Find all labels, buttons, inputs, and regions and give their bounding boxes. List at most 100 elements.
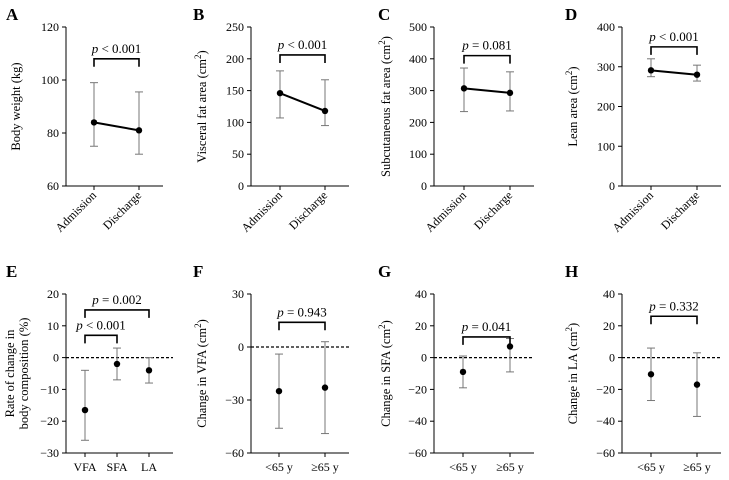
y-tick-label: 100 <box>226 115 244 129</box>
p-value-text: < 0.001 <box>284 37 327 52</box>
x-tick-label: Discharge <box>100 188 144 232</box>
x-tick-label: ≥65 y <box>311 460 339 474</box>
y-tick-label: −30 <box>40 446 59 460</box>
y-tick-label: 40 <box>603 287 615 301</box>
significance-bracket <box>279 54 326 63</box>
y-tick-label: −20 <box>408 382 427 396</box>
p-value-label: p = 0.002 <box>91 292 142 307</box>
y-tick-label: −60 <box>225 446 244 460</box>
y-tick-label: −20 <box>40 414 59 428</box>
x-tick-label: Admission <box>609 188 656 235</box>
p-value-label: p = 0.081 <box>461 38 512 53</box>
x-tick-label: Discharge <box>658 188 702 232</box>
x-tick-label: SFA <box>106 460 127 474</box>
p-value-text: = 0.041 <box>468 319 511 334</box>
p-value-label: p < 0.001 <box>75 317 126 332</box>
y-tick-label: 0 <box>238 340 244 354</box>
y-axis-label-close: ) <box>195 319 209 323</box>
y-tick-label: 100 <box>41 73 59 87</box>
x-tick-label: <65 y <box>265 460 293 474</box>
p-symbol: p <box>277 37 285 52</box>
panel-c: C 0 100 200 300 400 500 Admission Discharge Subcu… <box>377 5 534 235</box>
significance-bracket <box>93 58 140 67</box>
y-tick-label: 200 <box>597 100 615 114</box>
p-value-label: p = 0.332 <box>648 298 699 313</box>
panel-letter: D <box>565 5 577 24</box>
y-tick-label: −30 <box>225 393 244 407</box>
y-tick-label: 150 <box>226 84 244 98</box>
y-tick-label: 0 <box>421 351 427 365</box>
y-tick-label: −40 <box>596 414 615 428</box>
data-point <box>145 367 153 374</box>
data-point <box>459 368 467 376</box>
data-point <box>506 343 514 350</box>
data-point <box>693 381 701 388</box>
y-axis-label-text: Change in SFA (cm <box>379 329 393 427</box>
p-value-text: < 0.001 <box>656 29 699 44</box>
y-tick-label: 0 <box>609 351 615 365</box>
y-axis-label-close: ) <box>195 50 209 54</box>
y-axis-label-superscript: 2 <box>564 327 574 332</box>
panel-d: D 0 100 200 300 400 Admission Discharge Lean are… <box>564 5 721 235</box>
y-axis-label: Change in VFA (cm2) <box>193 319 209 428</box>
y-axis-label: Lean area (cm2) <box>564 66 580 146</box>
panel-letter: A <box>6 5 19 24</box>
y-axis-label-superscript: 2 <box>377 324 387 329</box>
y-tick-label: −40 <box>408 414 427 428</box>
y-axis-label-text: Change in VFA (cm <box>195 328 209 428</box>
y-tick-label: −60 <box>408 446 427 460</box>
y-axis-label-close: ) <box>379 320 393 324</box>
p-value-text: < 0.001 <box>83 317 126 332</box>
data-point <box>81 406 89 414</box>
y-tick-label: 30 <box>232 287 244 301</box>
panel-e: E −30 −20 −10 0 10 20 VFA SFA LA Rate of change in… <box>3 262 173 474</box>
p-value-label: p < 0.001 <box>91 41 142 56</box>
y-axis-label-superscript: 2 <box>193 54 203 59</box>
y-axis-label: Visceral fat area (cm2) <box>193 50 209 162</box>
y-axis-label: Rate of change in <box>3 329 17 418</box>
panel-letter: F <box>193 262 203 281</box>
p-symbol: p <box>276 304 284 319</box>
data-point <box>647 67 655 74</box>
y-tick-label: 300 <box>597 60 615 74</box>
y-tick-label: 40 <box>415 287 427 301</box>
y-axis-label: Body weight (kg) <box>9 62 23 150</box>
data-point <box>321 384 329 391</box>
panel-g: G −60 −40 −20 0 20 40 <65 y ≥65 y Change in SFA (… <box>377 262 534 474</box>
x-tick-label: Admission <box>422 188 469 235</box>
data-point <box>321 107 329 115</box>
data-point <box>276 89 284 97</box>
y-axis-label-superscript: 2 <box>377 40 387 45</box>
y-axis-label-text: Lean area (cm <box>566 75 580 147</box>
y-tick-label: 400 <box>409 52 427 66</box>
y-axis-label-text: Subcutaneous fat area (cm <box>379 44 393 177</box>
significance-bracket <box>650 315 698 325</box>
y-axis-label-text: Change in LA (cm <box>566 331 580 424</box>
y-axis-label: Change in SFA (cm2) <box>377 320 393 427</box>
data-point <box>135 127 143 134</box>
y-tick-label: 100 <box>597 139 615 153</box>
y-tick-label: 0 <box>609 179 615 193</box>
p-symbol: p <box>75 317 83 332</box>
y-axis-label-superscript: 2 <box>564 71 574 76</box>
p-symbol: p <box>648 29 656 44</box>
data-point <box>275 387 283 395</box>
p-value-text: < 0.001 <box>98 41 141 56</box>
significance-bracket <box>84 309 150 318</box>
y-tick-label: 0 <box>53 351 59 365</box>
p-symbol: p <box>91 41 99 56</box>
p-symbol: p <box>461 38 469 53</box>
x-tick-label: ≥65 y <box>496 460 524 474</box>
panel-letter: G <box>378 262 391 281</box>
y-axis-label-close: ) <box>566 66 580 70</box>
y-axis-label-text: Visceral fat area (cm <box>195 59 209 163</box>
p-value-text: = 0.081 <box>469 38 512 53</box>
y-tick-label: 300 <box>409 84 427 98</box>
data-point <box>460 85 468 92</box>
y-tick-label: 120 <box>41 20 59 34</box>
y-tick-label: 10 <box>47 319 59 333</box>
x-tick-label: Discharge <box>471 188 515 232</box>
data-point <box>506 89 514 97</box>
p-value-label: p = 0.041 <box>461 319 512 334</box>
